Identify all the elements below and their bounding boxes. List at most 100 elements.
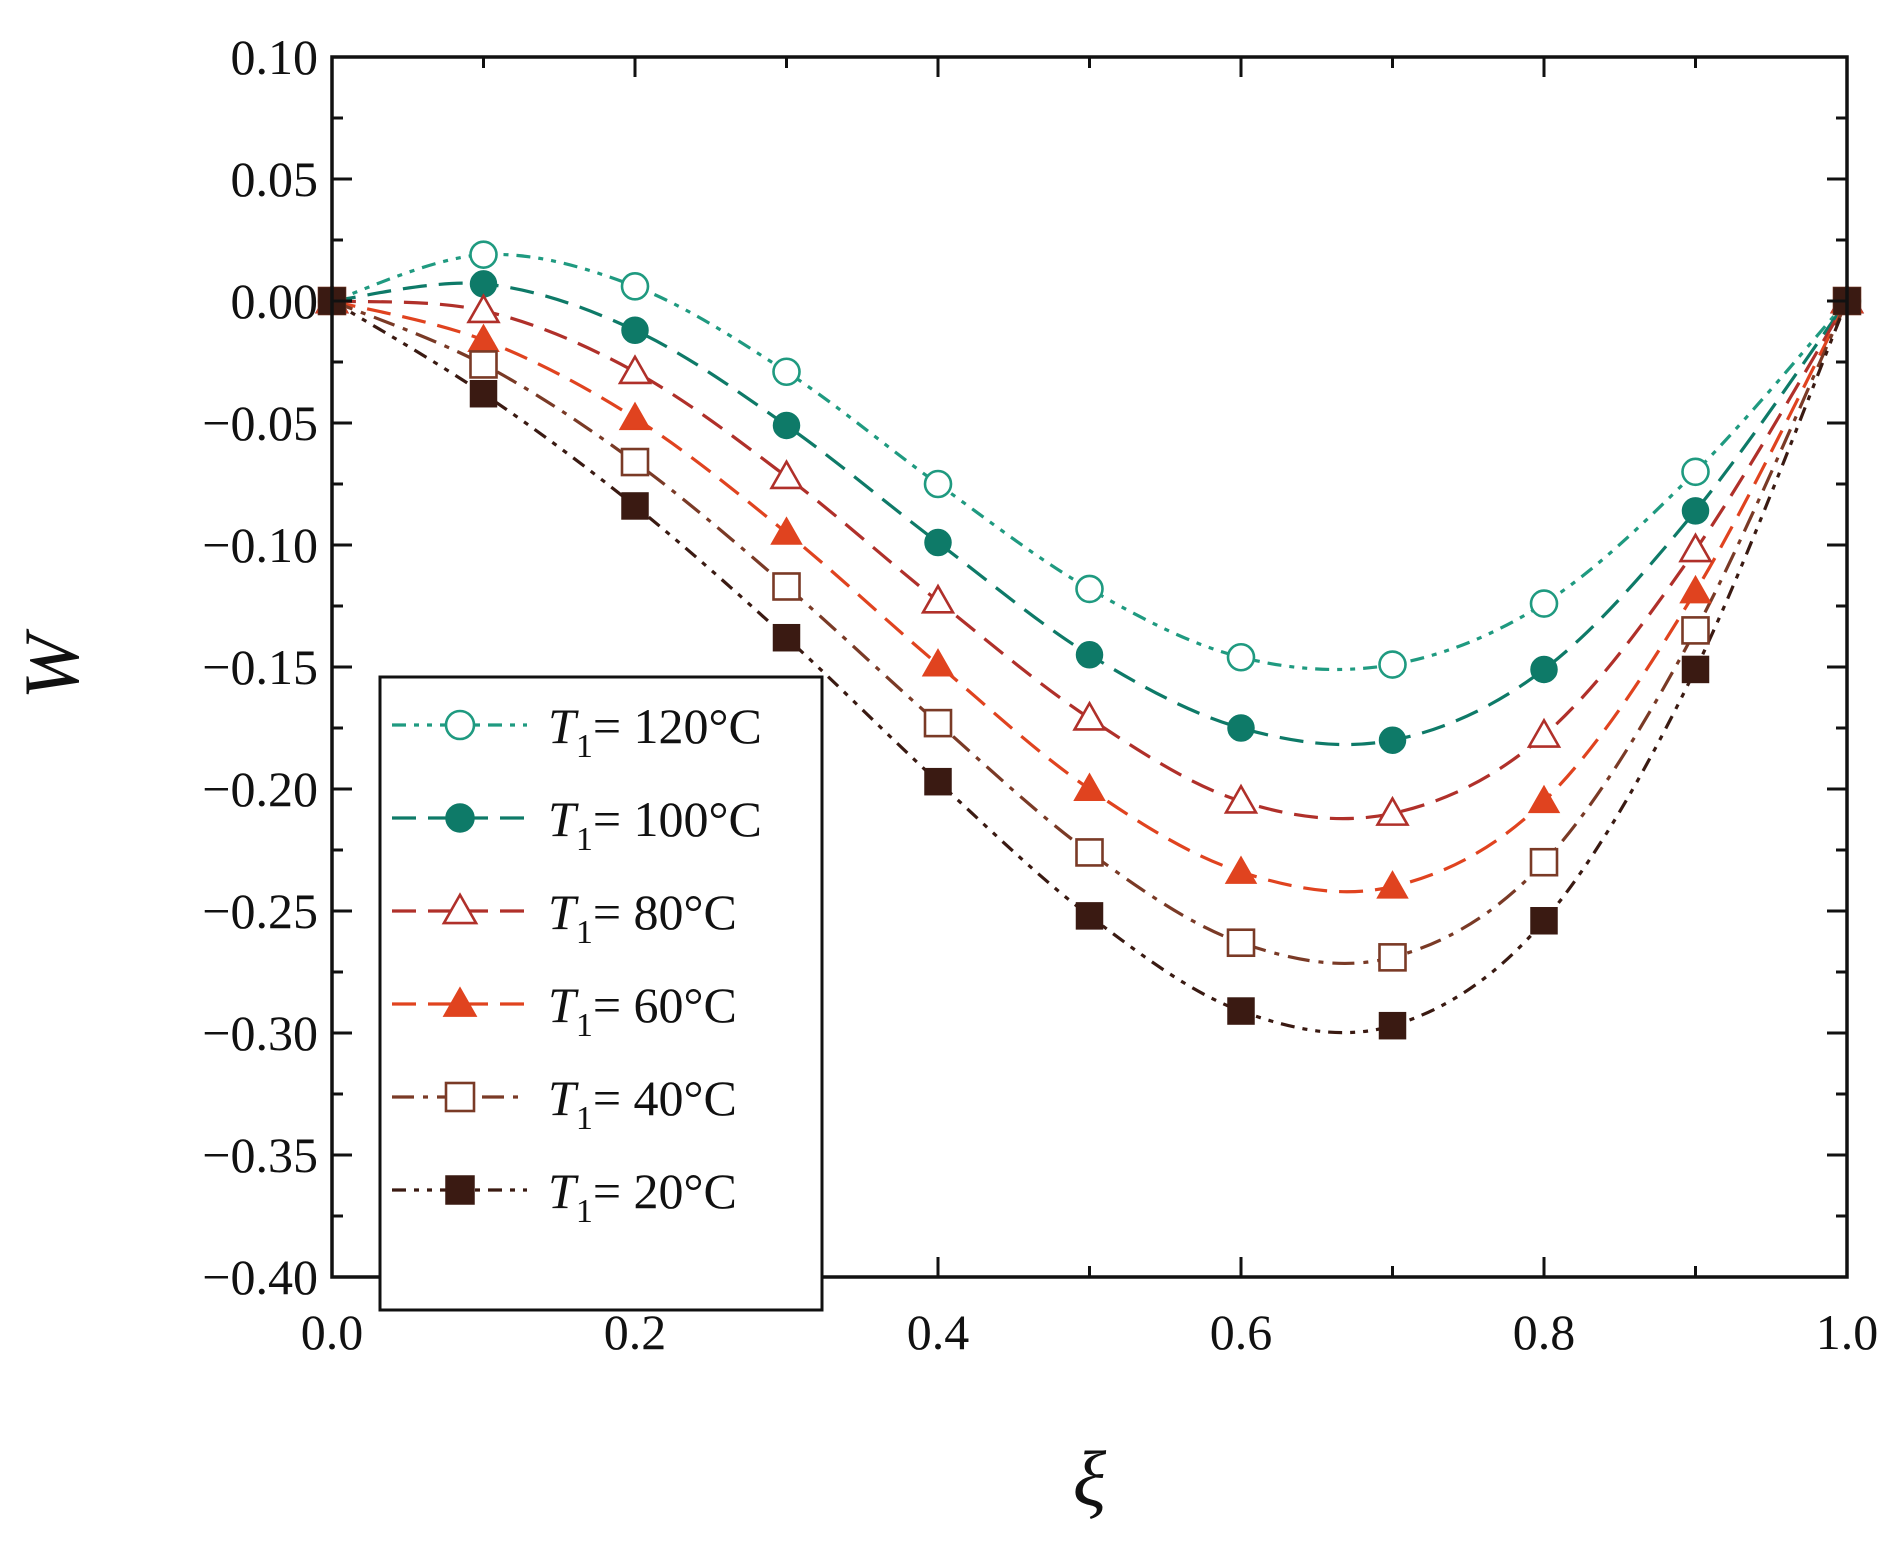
data-point-s4-9 bbox=[1681, 616, 1710, 645]
data-point-s3-5 bbox=[1073, 772, 1106, 801]
data-point-s3-7 bbox=[1376, 870, 1409, 899]
y-tick-label: −0.40 bbox=[202, 1249, 318, 1305]
series-curve-3 bbox=[331, 299, 1849, 894]
y-tick-label: −0.25 bbox=[202, 883, 318, 939]
legend-label-5: T1= 20°C bbox=[548, 1163, 737, 1230]
curves-layer bbox=[331, 252, 1849, 1035]
legend-subscript: 1 bbox=[576, 914, 593, 951]
data-point-s5-7 bbox=[1378, 1011, 1407, 1040]
legend-value: = 100°C bbox=[593, 791, 762, 847]
legend-symbol: T bbox=[548, 791, 579, 847]
data-point-s0-5 bbox=[1075, 574, 1104, 604]
data-point-s0-8 bbox=[1529, 589, 1559, 618]
legend-value: = 20°C bbox=[593, 1163, 737, 1219]
data-point-s5-1 bbox=[469, 379, 498, 408]
data-point-s2-2 bbox=[617, 354, 653, 385]
data-point-s3-4 bbox=[921, 648, 955, 677]
data-point-s0-9 bbox=[1681, 457, 1710, 487]
legend-marker-3 bbox=[442, 986, 478, 1017]
data-point-s5-6 bbox=[1227, 997, 1255, 1025]
data-point-s2-9 bbox=[1678, 532, 1713, 563]
legend-marker-1 bbox=[445, 803, 475, 833]
data-point-s5-5 bbox=[1075, 902, 1104, 930]
legend-marker-2 bbox=[441, 892, 479, 925]
data-point-s1-2 bbox=[621, 316, 649, 345]
series-curve-0 bbox=[331, 252, 1849, 672]
data-point-s3-1 bbox=[467, 323, 500, 353]
data-point-s0-3 bbox=[772, 357, 801, 387]
data-point-s5-9 bbox=[1681, 655, 1710, 684]
data-point-s1-8 bbox=[1530, 655, 1558, 684]
data-point-s3-8 bbox=[1527, 784, 1561, 814]
legend-symbol: T bbox=[548, 977, 579, 1033]
series-curve-1 bbox=[331, 281, 1849, 747]
data-point-s1-9 bbox=[1681, 497, 1710, 525]
data-point-s1-4 bbox=[924, 528, 952, 557]
legend-value: = 60°C bbox=[593, 977, 737, 1033]
legend-label-2: T1= 80°C bbox=[548, 884, 737, 951]
y-tick-label: −0.35 bbox=[202, 1127, 318, 1183]
data-point-s3-9 bbox=[1679, 574, 1712, 604]
y-tick-label: 0.00 bbox=[231, 273, 319, 329]
y-tick-label: 0.05 bbox=[231, 151, 319, 207]
data-point-s2-6 bbox=[1223, 783, 1259, 814]
data-point-s2-3 bbox=[769, 459, 804, 490]
data-point-s0-2 bbox=[620, 272, 650, 301]
data-point-s2-8 bbox=[1526, 717, 1562, 748]
data-point-s2-1 bbox=[466, 293, 501, 324]
legend-label-4: T1= 40°C bbox=[548, 1070, 737, 1137]
legend-marker-4 bbox=[444, 1081, 476, 1113]
data-point-s4-6 bbox=[1226, 928, 1256, 958]
series-curve-5 bbox=[331, 299, 1849, 1035]
series-curve-4 bbox=[331, 299, 1849, 966]
x-tick-label: 0.0 bbox=[301, 1304, 364, 1360]
data-point-s2-7 bbox=[1375, 795, 1410, 826]
data-point-s4-7 bbox=[1378, 943, 1407, 972]
legend-label-3: T1= 60°C bbox=[548, 977, 737, 1044]
data-point-s4-3 bbox=[772, 572, 801, 601]
data-point-s1-3 bbox=[772, 411, 801, 440]
legend-symbol: T bbox=[548, 884, 579, 940]
legend-value: = 120°C bbox=[593, 698, 762, 754]
legend-marker-0 bbox=[444, 709, 476, 741]
x-tick-label: 0.6 bbox=[1210, 1304, 1273, 1360]
data-point-s5-4 bbox=[924, 767, 952, 796]
markers-layer bbox=[314, 240, 1865, 1040]
legend-label-0: T1= 120°C bbox=[548, 698, 762, 765]
data-point-s5-2 bbox=[621, 492, 649, 520]
y-tick-label: −0.30 bbox=[202, 1005, 318, 1061]
data-point-s3-3 bbox=[770, 516, 803, 545]
legend-subscript: 1 bbox=[576, 1193, 593, 1230]
data-point-s0-1 bbox=[469, 240, 498, 269]
ticks-layer: 0.0 0.2 0.4 0.6 0.8 1.0 0.10 0.05 0.00 −0.05 −0.10… bbox=[202, 29, 1878, 1360]
data-point-s5-3 bbox=[772, 623, 801, 652]
x-tick-label: 0.4 bbox=[907, 1304, 970, 1360]
legend-subscript: 1 bbox=[576, 728, 593, 765]
data-point-s1-1 bbox=[469, 270, 498, 298]
data-point-s1-5 bbox=[1075, 641, 1104, 669]
y-axis-title: W bbox=[8, 628, 95, 699]
x-tick-label: 0.8 bbox=[1513, 1304, 1576, 1360]
data-point-s5-8 bbox=[1530, 907, 1558, 935]
x-tick-label: 1.0 bbox=[1816, 1304, 1879, 1360]
y-tick-label: 0.10 bbox=[231, 29, 319, 85]
legend-value: = 80°C bbox=[593, 884, 737, 940]
data-point-s0-7 bbox=[1378, 650, 1407, 679]
data-point-s1-6 bbox=[1227, 714, 1255, 742]
legend-value: = 40°C bbox=[593, 1070, 737, 1126]
x-axis-title: ξ bbox=[1073, 1435, 1107, 1522]
data-point-s0-6 bbox=[1226, 642, 1256, 672]
series-curve-2 bbox=[331, 299, 1849, 821]
legend-subscript: 1 bbox=[576, 821, 593, 858]
legend-label-1: T1= 100°C bbox=[548, 791, 762, 858]
y-tick-label: −0.05 bbox=[202, 395, 318, 451]
legend-symbol: T bbox=[548, 1070, 579, 1126]
legend-marker-5 bbox=[445, 1175, 475, 1205]
data-point-s4-4 bbox=[923, 708, 953, 738]
y-tick-label: −0.20 bbox=[202, 761, 318, 817]
data-point-s3-2 bbox=[618, 401, 652, 431]
data-point-s4-5 bbox=[1075, 838, 1104, 867]
y-tick-label: −0.15 bbox=[202, 639, 318, 695]
